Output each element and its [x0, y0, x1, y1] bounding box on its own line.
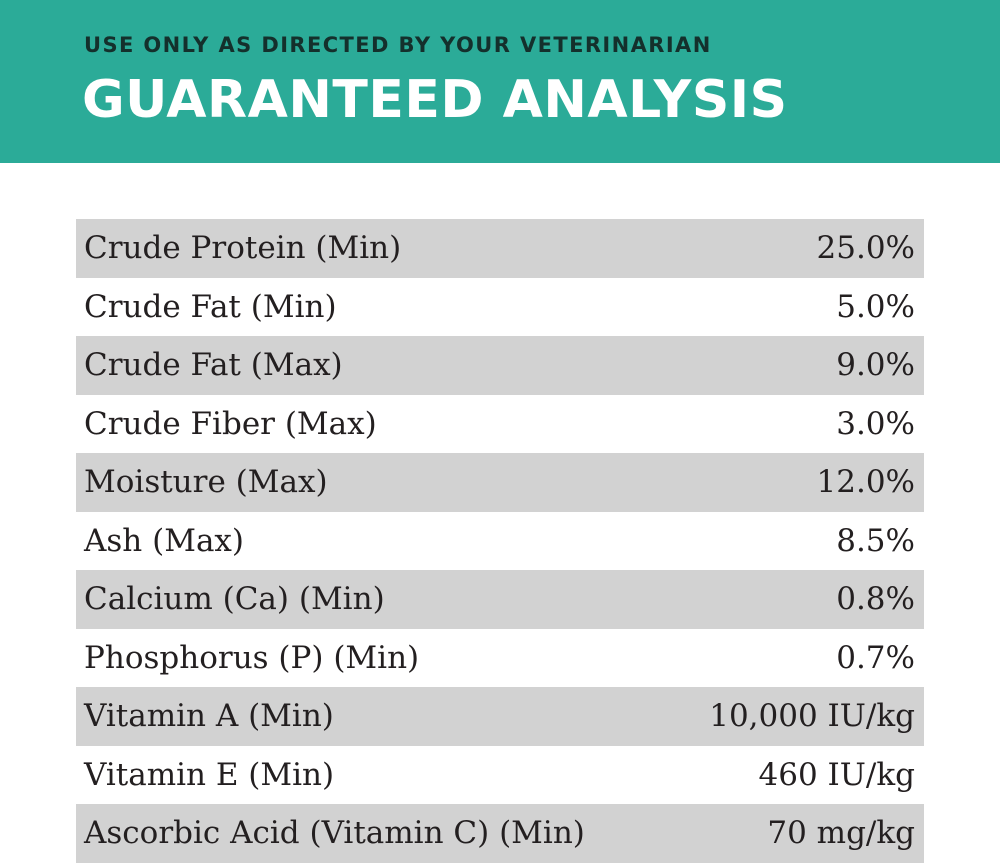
nutrient-value: 9.0% [836, 347, 915, 384]
nutrient-value: 3.0% [836, 405, 915, 442]
nutrient-value: 8.5% [836, 522, 915, 559]
nutrient-value: 12.0% [816, 464, 915, 501]
nutrient-label: Moisture (Max) [84, 464, 328, 501]
nutrient-value: 5.0% [836, 288, 915, 325]
nutrient-label: Crude Fat (Min) [84, 288, 337, 325]
table-row: Phosphorus (P) (Min) 0.7% [76, 629, 924, 688]
nutrient-label: Ash (Max) [84, 522, 245, 559]
table-row: Vitamin A (Min) 10,000 IU/kg [76, 687, 924, 746]
nutrient-label: Phosphorus (P) (Min) [84, 639, 420, 676]
nutrient-label: Crude Protein (Min) [84, 230, 402, 267]
table-row: Vitamin E (Min) 460 IU/kg [76, 746, 924, 805]
nutrient-label: Crude Fiber (Max) [84, 405, 377, 442]
nutrient-label: Vitamin E (Min) [84, 756, 335, 793]
nutrient-value: 460 IU/kg [758, 756, 915, 793]
table-row: Calcium (Ca) (Min) 0.8% [76, 570, 924, 629]
table-row: Crude Fat (Max) 9.0% [76, 336, 924, 395]
table-row: Moisture (Max) 12.0% [76, 453, 924, 512]
nutrient-value: 0.8% [836, 581, 915, 618]
table-row: Ash (Max) 8.5% [76, 512, 924, 571]
table-row: Ascorbic Acid (Vitamin C) (Min) 70 mg/kg [76, 804, 924, 863]
header-banner: USE ONLY AS DIRECTED BY YOUR VETERINARIA… [0, 0, 1000, 163]
nutrient-value: 10,000 IU/kg [709, 698, 915, 735]
nutrient-value: 25.0% [816, 230, 915, 267]
page-title: GUARANTEED ANALYSIS [82, 70, 788, 130]
analysis-table: Crude Protein (Min) 25.0% Crude Fat (Min… [76, 219, 924, 863]
nutrient-label: Ascorbic Acid (Vitamin C) (Min) [84, 815, 585, 852]
usage-notice: USE ONLY AS DIRECTED BY YOUR VETERINARIA… [84, 33, 712, 57]
table-row: Crude Protein (Min) 25.0% [76, 219, 924, 278]
nutrient-label: Crude Fat (Max) [84, 347, 343, 384]
table-row: Crude Fat (Min) 5.0% [76, 278, 924, 337]
nutrient-label: Vitamin A (Min) [84, 698, 334, 735]
table-row: Crude Fiber (Max) 3.0% [76, 395, 924, 454]
nutrient-value: 0.7% [836, 639, 915, 676]
nutrient-label: Calcium (Ca) (Min) [84, 581, 385, 618]
nutrient-value: 70 mg/kg [767, 815, 915, 852]
